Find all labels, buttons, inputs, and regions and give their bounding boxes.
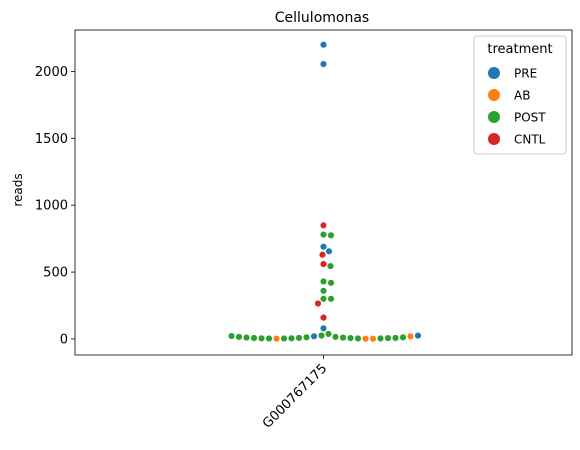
data-point-cntl — [318, 251, 327, 259]
data-point-post — [319, 295, 328, 303]
legend-title: treatment — [487, 42, 552, 57]
data-point-ab — [406, 332, 415, 340]
data-point-post — [391, 334, 400, 342]
data-point-pre — [325, 247, 333, 255]
legend-label-post: POST — [514, 111, 546, 125]
chart-title: Cellulomonas — [275, 10, 369, 26]
legend-label-pre: PRE — [514, 67, 537, 81]
data-point-post — [384, 334, 392, 342]
y-tick-label: 2000 — [35, 65, 68, 80]
y-axis: 0 500 1000 1500 2000 — [35, 65, 75, 347]
legend-marker-pre — [488, 67, 500, 79]
legend-marker-cntl — [488, 133, 500, 145]
legend-marker-post — [488, 111, 500, 123]
y-tick-label: 0 — [60, 332, 68, 347]
data-point-post — [287, 334, 296, 342]
data-point-cntl — [319, 221, 328, 229]
data-point-post — [317, 332, 326, 340]
legend-marker-ab — [488, 89, 500, 101]
x-tick-label: G000767175 — [260, 361, 330, 431]
data-points — [227, 41, 422, 343]
data-point-ab — [369, 335, 377, 343]
data-point-post — [331, 333, 340, 341]
data-point-cntl — [319, 260, 328, 268]
data-point-pre — [414, 332, 422, 340]
y-tick-label: 1500 — [35, 132, 68, 147]
data-point-post — [327, 295, 335, 303]
y-axis-label: reads — [11, 173, 25, 206]
data-point-post — [354, 334, 362, 342]
data-point-post — [242, 334, 251, 342]
data-point-post — [326, 262, 335, 270]
data-point-pre — [319, 41, 328, 49]
y-tick-label: 1000 — [35, 199, 68, 214]
data-point-post — [376, 334, 385, 342]
data-point-post — [339, 334, 347, 342]
data-point-post — [227, 332, 236, 340]
data-point-post — [319, 287, 328, 295]
data-point-post — [280, 334, 288, 343]
data-point-post — [319, 231, 328, 239]
data-point-cntl — [319, 314, 328, 322]
legend-label-cntl: CNTL — [514, 133, 546, 147]
x-axis: G000767175 — [260, 355, 330, 432]
data-point-pre — [319, 324, 328, 332]
data-point-post — [257, 334, 266, 342]
data-point-post — [265, 334, 273, 343]
legend-label-ab: AB — [514, 89, 530, 103]
legend-box — [473, 35, 567, 155]
data-point-post — [295, 334, 303, 342]
data-point-pre — [319, 243, 328, 251]
data-point-post — [327, 279, 335, 287]
data-point-ab — [361, 335, 370, 343]
data-point-post — [346, 334, 355, 342]
data-point-post — [235, 333, 243, 341]
data-point-post — [250, 334, 258, 342]
data-point-pre — [319, 60, 328, 68]
y-tick-label: 500 — [43, 266, 68, 281]
data-point-ab — [272, 335, 281, 343]
data-point-pre — [310, 332, 318, 340]
data-point-post — [319, 277, 328, 285]
data-point-cntl — [314, 299, 322, 308]
data-point-post — [302, 333, 311, 341]
legend: treatment PRE AB POST CNTL — [473, 35, 567, 155]
data-point-post — [327, 231, 335, 239]
data-point-post — [399, 333, 407, 341]
data-point-post — [324, 330, 333, 338]
